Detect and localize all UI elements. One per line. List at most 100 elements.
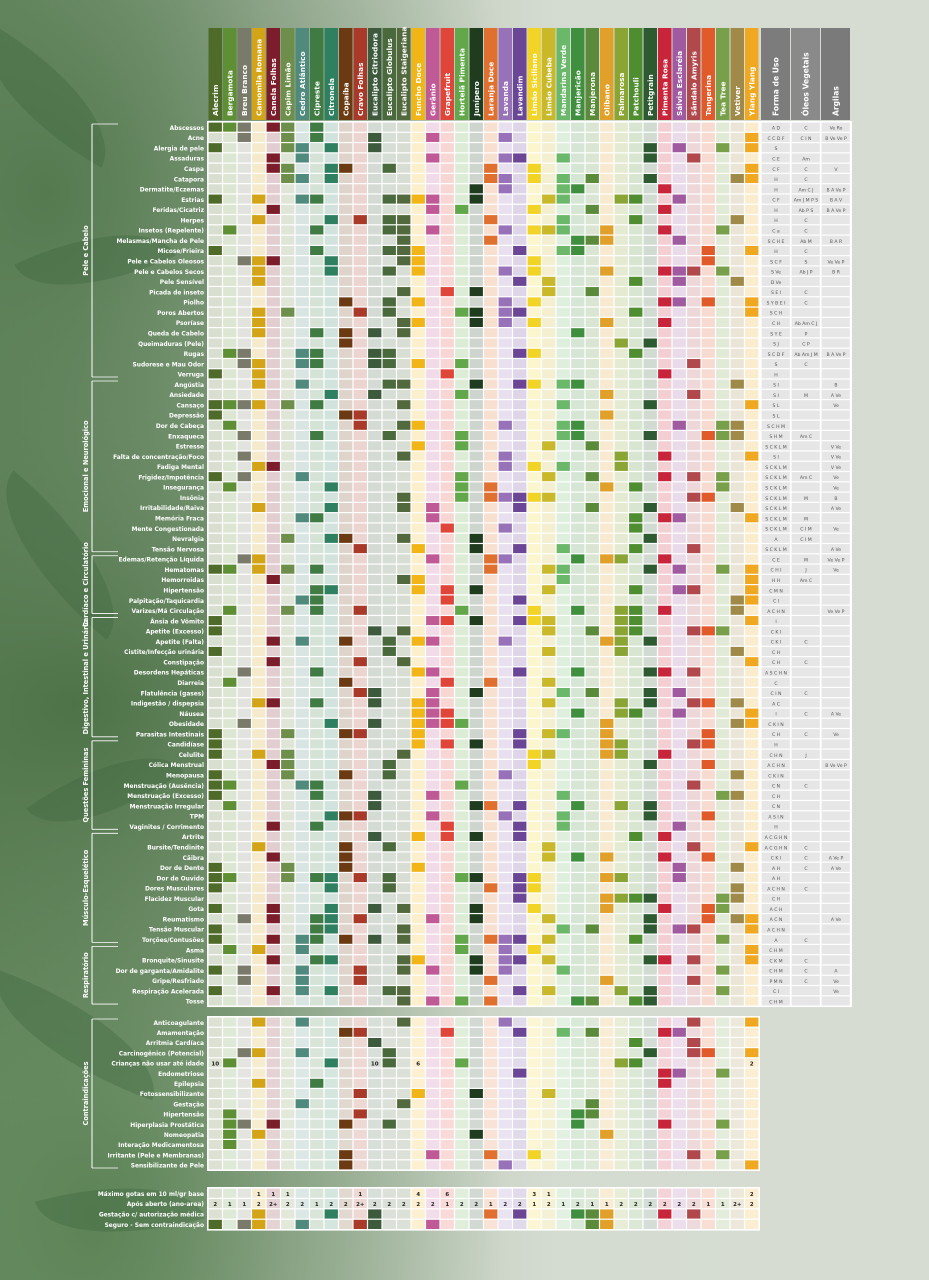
cell-empty [716,256,730,266]
cell-empty [498,256,512,266]
cell-empty [368,441,382,451]
cell-empty [672,554,686,564]
extra-cell [791,174,820,184]
cell-empty [368,544,382,554]
cell-indicated [310,698,324,708]
cell-empty [455,1068,469,1078]
cell-empty [513,945,527,955]
cell-empty [310,1099,324,1109]
cell-empty [455,451,469,461]
indication-label: Melasmas/Mancha de Pele [117,239,204,245]
cell-empty [208,533,222,543]
cell-empty [353,163,367,173]
cell-indicated [469,914,483,924]
code-text: C [804,866,807,872]
cell-empty [542,883,556,893]
cell-empty [556,945,570,955]
cell-indicated [426,965,440,975]
cell-indicated [397,626,411,636]
cell-empty [745,739,759,749]
cell-empty [295,708,309,718]
cell-empty [426,297,440,307]
extra-cell [761,811,790,821]
cell-empty [382,461,396,471]
cell-contraindicated [223,1140,237,1149]
cell-empty [397,276,411,286]
footer-cell [237,1219,251,1229]
cell-empty [295,235,309,245]
code-text: B Ve Ve P [825,763,847,769]
indication-label: Alergia de pele [154,146,204,152]
cell-empty [658,924,672,934]
cell-empty [223,369,237,379]
cell-empty [223,1078,237,1088]
cell-empty [498,1099,512,1109]
cell-empty [716,1099,730,1109]
extra-cell [761,502,790,513]
cell-empty [585,276,599,286]
cell-empty [411,626,425,636]
cell-empty [556,287,570,297]
cell-empty [426,924,440,934]
cell-empty [484,873,498,883]
cell-empty [382,369,396,379]
cell-empty [266,174,280,184]
code-text: C H M [769,969,783,975]
cell-empty [426,451,440,461]
cell-empty [498,739,512,749]
cell-empty [716,441,730,451]
cell-indicated [730,718,744,728]
cell-indicated [556,790,570,800]
cell-empty [295,914,309,924]
code-text: C I [773,599,779,605]
cell-indicated [208,410,222,420]
cell-empty [353,143,367,153]
cell-empty [237,1078,251,1088]
cell-empty [556,359,570,369]
cell-empty [368,636,382,646]
extra-cell [761,934,790,944]
cell-empty [745,328,759,338]
cell-indicated [368,132,382,142]
cell-empty [585,359,599,369]
cell-empty [426,1099,440,1109]
code-text: H [774,825,777,831]
cell-empty [426,646,440,656]
cell-empty [281,1109,295,1119]
contra-row: Hiperplasia Prostática [130,1119,759,1129]
cell-empty [252,811,266,821]
cell-empty [484,1119,498,1129]
cell-empty [513,1058,527,1068]
indication-label: Obesidade [169,722,204,728]
cell-empty [701,379,715,389]
cell-empty [295,1119,309,1129]
cell-empty [658,1140,672,1149]
cell-indicated [687,924,701,934]
oil-column-header [629,28,643,120]
cell-indicated [310,955,324,965]
cell-empty [339,389,353,399]
cell-empty [600,811,614,821]
cell-empty [730,616,744,626]
cell-empty [382,132,396,142]
cell-empty [498,616,512,626]
cell-empty [672,986,686,996]
footer-value: 2 [619,1202,623,1208]
cell-indicated [281,174,295,184]
cell-empty [295,461,309,471]
cell-empty [440,461,454,471]
extra-cell [821,276,850,286]
extra-cell [821,945,850,955]
oil-name-label: Sândalo Amyris [689,51,698,116]
cell-empty [295,1160,309,1170]
code-text: J [804,568,806,574]
footer-value: 2 [474,1202,478,1208]
cell-empty [339,780,353,790]
extra-cell [821,297,850,307]
cell-contraindicated [527,1150,541,1160]
cell-indicated [556,245,570,256]
cell-empty [310,965,324,975]
cell-empty [585,461,599,471]
cell-empty [701,348,715,358]
